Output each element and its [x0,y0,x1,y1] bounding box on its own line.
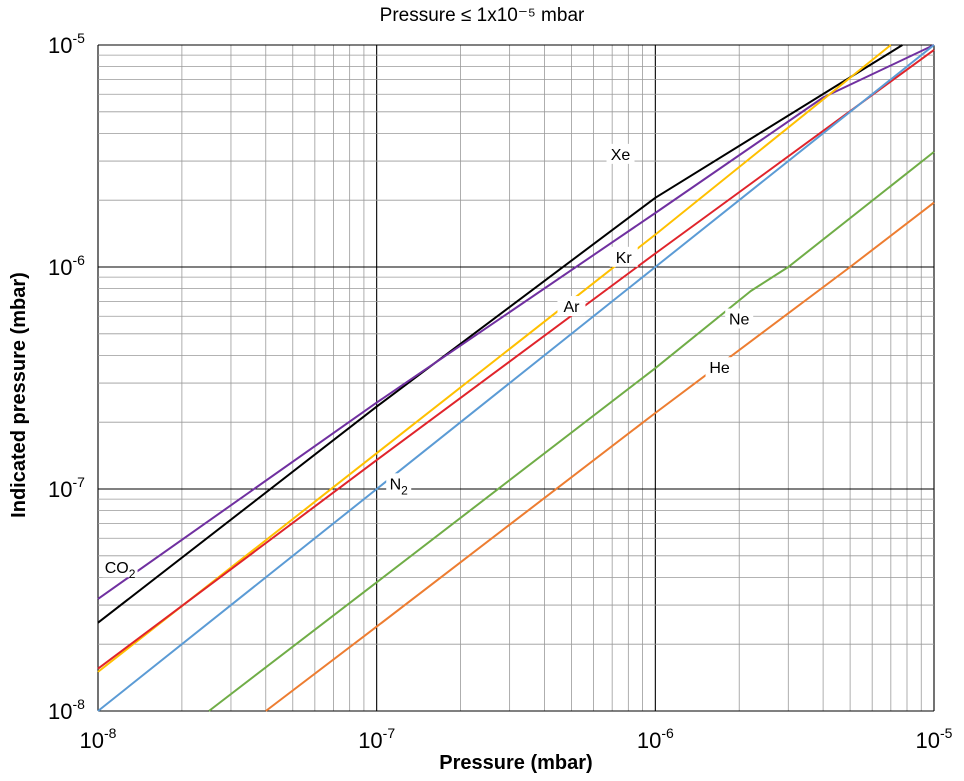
series-group [97,44,935,712]
grid [97,44,935,712]
series-label-xe: Xe [611,147,631,164]
x-tick-label: 10-5 [916,725,953,753]
y-tick-labels: 10-8 10-7 10-6 10-5 [48,30,85,724]
series-label-ne: Ne [729,312,750,329]
chart-title: Pressure ≤ 1x10⁻⁵ mbar [379,5,585,26]
series-label-bg [557,296,586,317]
series-labels: Xe CO2 Kr Ar N2 Ne He [102,143,754,581]
series-line-ne [208,151,935,712]
y-tick-label: 10-6 [48,252,85,280]
x-tick-labels: 10-8 10-7 10-6 10-5 [80,725,953,753]
series-line-co2 [97,44,935,600]
series-line-he [265,201,935,712]
series-line-xe [97,44,903,624]
series-label-bg [609,246,638,267]
series-label-bg [386,473,412,494]
y-tick-label: 10-5 [48,30,85,58]
series-label-bg [102,557,138,578]
series-label-ar: Ar [563,299,580,316]
series-label-kr: Kr [616,250,633,267]
series-line-n2 [97,44,935,712]
series-label-co2: CO2 [105,560,136,581]
y-tick-label: 10-7 [48,474,85,502]
y-axis-label: Indicated pressure (mbar) [8,272,30,518]
y-tick-label: 10-8 [48,696,85,724]
series-label-n2: N2 [390,476,409,497]
series-label-bg [606,143,635,164]
series-label-bg [705,357,734,378]
x-tick-label: 10-8 [80,725,117,753]
y-axis-label-wrap: Indicated pressure (mbar) [8,272,38,518]
series-line-kr [97,44,892,673]
series-label-he: He [709,360,730,377]
x-axis-label: Pressure (mbar) [439,752,593,774]
x-tick-label: 10-7 [358,725,395,753]
x-tick-label: 10-6 [637,725,674,753]
series-line-ar [97,49,935,670]
series-label-bg [725,308,754,329]
